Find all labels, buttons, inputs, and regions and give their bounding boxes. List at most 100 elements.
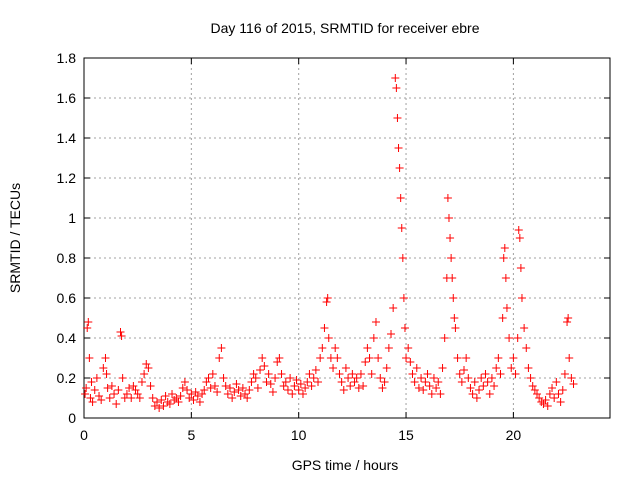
- data-point: [200, 386, 209, 394]
- data-point: [498, 314, 507, 322]
- data-point: [447, 254, 456, 262]
- data-point: [95, 392, 104, 400]
- y-tick-label: 1.4: [57, 130, 77, 146]
- data-point: [266, 380, 275, 388]
- data-point: [241, 390, 250, 398]
- data-point: [256, 366, 265, 374]
- data-point: [414, 384, 423, 392]
- data-point: [204, 374, 213, 382]
- data-point: [515, 234, 524, 242]
- data-point: [524, 364, 533, 372]
- data-point: [382, 364, 391, 372]
- data-point: [541, 396, 550, 404]
- data-point: [180, 378, 189, 386]
- data-point: [260, 362, 269, 370]
- data-point: [412, 364, 421, 372]
- y-tick-label: 0.8: [57, 250, 77, 266]
- data-point: [279, 382, 288, 390]
- data-point: [230, 388, 239, 396]
- data-point: [556, 398, 565, 406]
- data-point: [262, 378, 271, 386]
- chart-title: Day 116 of 2015, SRMTID for receiver ebr…: [211, 20, 480, 36]
- data-point: [396, 194, 405, 202]
- data-point: [249, 370, 258, 378]
- data-point: [275, 354, 284, 362]
- data-point: [155, 404, 164, 412]
- data-point: [323, 294, 332, 302]
- data-point: [539, 400, 548, 408]
- data-point: [183, 386, 192, 394]
- x-axis-label: GPS time / hours: [292, 457, 399, 473]
- data-point: [427, 390, 436, 398]
- data-point: [86, 394, 95, 402]
- data-point: [251, 374, 260, 382]
- data-point: [560, 370, 569, 378]
- data-point: [142, 360, 151, 368]
- data-point: [92, 374, 101, 382]
- data-point: [406, 358, 415, 366]
- data-point: [499, 254, 508, 262]
- data-point: [301, 384, 310, 392]
- data-point: [522, 344, 531, 352]
- data-point: [446, 234, 455, 242]
- data-point: [464, 374, 473, 382]
- data-point: [563, 318, 572, 326]
- data-point: [500, 244, 509, 252]
- data-point: [394, 144, 403, 152]
- data-point: [387, 330, 396, 338]
- y-tick-label: 1: [68, 210, 76, 226]
- data-point: [395, 164, 404, 172]
- data-point: [485, 390, 494, 398]
- data-point: [516, 264, 525, 272]
- data-point: [511, 370, 520, 378]
- data-point: [402, 354, 411, 362]
- data-point: [228, 394, 237, 402]
- data-point: [131, 386, 140, 394]
- data-point: [97, 396, 106, 404]
- data-point: [221, 382, 230, 390]
- data-point: [161, 392, 170, 400]
- data-point: [365, 354, 374, 362]
- data-point: [392, 84, 401, 92]
- y-axis-label: SRMTID / TECUs: [7, 183, 23, 293]
- data-point: [543, 402, 552, 410]
- data-point: [87, 378, 96, 386]
- data-point: [462, 354, 471, 362]
- data-point: [400, 324, 409, 332]
- data-point: [346, 382, 355, 390]
- data-point: [410, 378, 419, 386]
- data-point: [165, 400, 174, 408]
- data-point: [223, 390, 232, 398]
- data-point: [440, 334, 449, 342]
- data-point: [448, 274, 457, 282]
- data-point: [81, 390, 90, 398]
- data-point: [206, 384, 215, 392]
- data-point: [217, 344, 226, 352]
- data-point: [125, 384, 134, 392]
- data-point: [423, 370, 432, 378]
- y-tick-label: 1.2: [57, 170, 77, 186]
- data-point: [552, 378, 561, 386]
- data-point: [152, 398, 161, 406]
- data-point: [335, 370, 344, 378]
- data-point: [564, 314, 573, 322]
- data-point: [191, 388, 200, 396]
- x-tick-label: 0: [80, 427, 88, 443]
- data-point: [371, 318, 380, 326]
- data-point: [110, 390, 119, 398]
- data-point: [178, 384, 187, 392]
- data-point: [494, 354, 503, 362]
- y-tick-label: 0.4: [57, 330, 77, 346]
- data-point: [421, 378, 430, 386]
- data-point: [481, 370, 490, 378]
- y-tick-label: 0.6: [57, 290, 77, 306]
- data-point: [101, 354, 110, 362]
- data-point: [234, 386, 243, 394]
- data-point: [530, 386, 539, 394]
- data-point: [283, 386, 292, 394]
- data-point: [537, 398, 546, 406]
- y-tick-label: 0.2: [57, 370, 77, 386]
- data-point: [514, 226, 523, 234]
- y-tick-label: 1.6: [57, 90, 77, 106]
